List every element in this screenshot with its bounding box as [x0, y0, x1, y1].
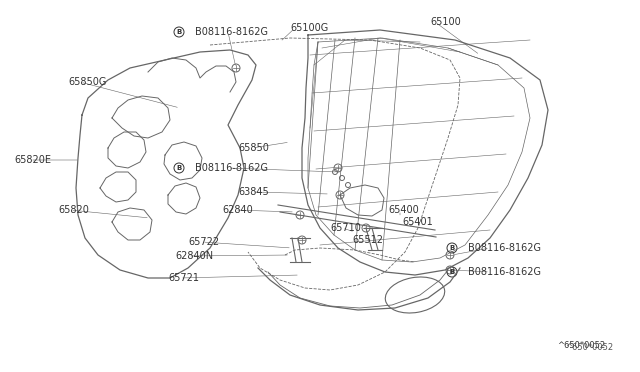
Text: B: B: [449, 269, 454, 275]
Text: 65850G: 65850G: [68, 77, 106, 87]
Text: 65820E: 65820E: [14, 155, 51, 165]
Text: B08116-8162G: B08116-8162G: [468, 267, 541, 277]
Text: 65100: 65100: [430, 17, 461, 27]
Text: 65401: 65401: [402, 217, 433, 227]
Text: ^650*0052: ^650*0052: [565, 343, 613, 353]
Text: 65400: 65400: [388, 205, 419, 215]
Text: B: B: [177, 29, 182, 35]
Text: B: B: [449, 245, 454, 251]
Text: B08116-8162G: B08116-8162G: [468, 243, 541, 253]
Text: 65850: 65850: [238, 143, 269, 153]
Text: 65721: 65721: [168, 273, 199, 283]
Text: B08116-8162G: B08116-8162G: [195, 163, 268, 173]
Text: 62840N: 62840N: [175, 251, 213, 261]
Text: 65710: 65710: [330, 223, 361, 233]
Text: 65722: 65722: [188, 237, 219, 247]
Text: 65820: 65820: [58, 205, 89, 215]
Text: 62840: 62840: [222, 205, 253, 215]
Text: B: B: [177, 165, 182, 171]
Text: 65100G: 65100G: [290, 23, 328, 33]
Text: 63845: 63845: [238, 187, 269, 197]
Text: 65512: 65512: [352, 235, 383, 245]
Text: B08116-8162G: B08116-8162G: [195, 27, 268, 37]
Text: ^650*0052: ^650*0052: [557, 340, 605, 350]
